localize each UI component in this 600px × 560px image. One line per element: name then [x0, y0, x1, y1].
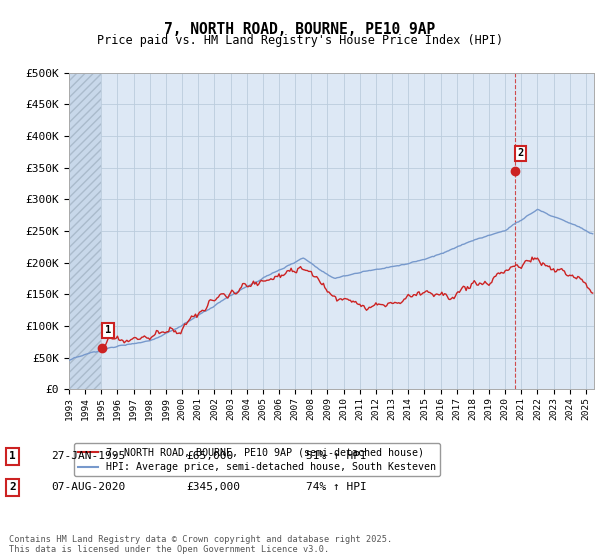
Text: 2: 2	[9, 482, 16, 492]
Text: £345,000: £345,000	[186, 482, 240, 492]
Text: 07-AUG-2020: 07-AUG-2020	[51, 482, 125, 492]
Text: 7, NORTH ROAD, BOURNE, PE10 9AP: 7, NORTH ROAD, BOURNE, PE10 9AP	[164, 22, 436, 38]
Text: 1: 1	[105, 325, 111, 335]
Text: 2: 2	[517, 148, 524, 158]
Text: Price paid vs. HM Land Registry's House Price Index (HPI): Price paid vs. HM Land Registry's House …	[97, 34, 503, 46]
Text: 1: 1	[9, 451, 16, 461]
Text: Contains HM Land Registry data © Crown copyright and database right 2025.
This d: Contains HM Land Registry data © Crown c…	[9, 535, 392, 554]
Text: 51% ↑ HPI: 51% ↑ HPI	[306, 451, 367, 461]
Text: £65,000: £65,000	[186, 451, 233, 461]
Text: 27-JAN-1995: 27-JAN-1995	[51, 451, 125, 461]
Text: 74% ↑ HPI: 74% ↑ HPI	[306, 482, 367, 492]
Legend: 7, NORTH ROAD, BOURNE, PE10 9AP (semi-detached house), HPI: Average price, semi-: 7, NORTH ROAD, BOURNE, PE10 9AP (semi-de…	[74, 444, 440, 476]
